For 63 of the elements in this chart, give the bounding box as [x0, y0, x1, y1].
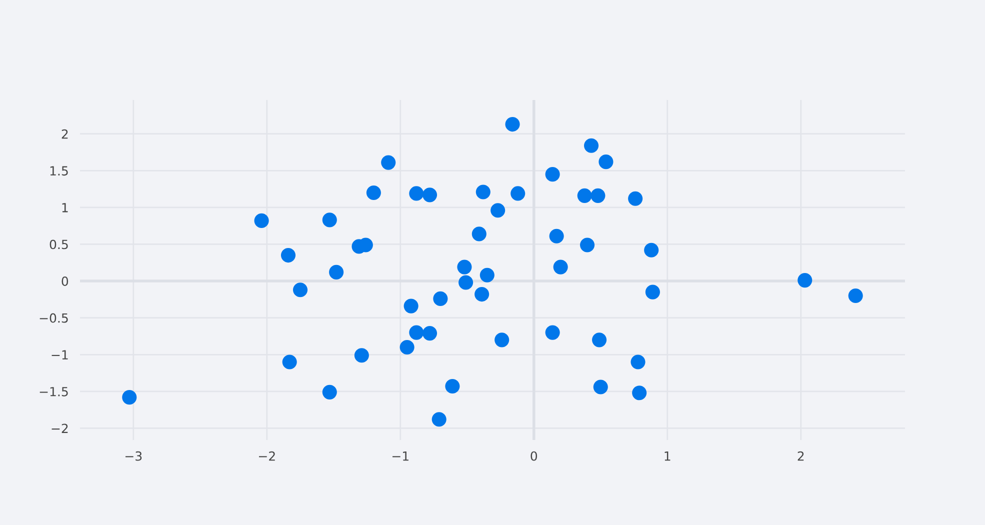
point: [366, 185, 381, 200]
point: [480, 268, 494, 282]
point: [432, 412, 446, 427]
point: [798, 273, 812, 288]
point: [644, 242, 659, 258]
x-tick-label: −2: [259, 451, 275, 461]
y-tick-label: 1.5: [50, 166, 68, 176]
point: [593, 380, 608, 394]
x-tick-label: 1: [664, 451, 670, 461]
point: [584, 138, 599, 153]
point: [422, 188, 438, 202]
x-tick-label: −3: [126, 451, 142, 461]
point: [422, 326, 438, 341]
y-tick-label: −2: [52, 424, 68, 433]
point: [292, 282, 308, 298]
y-tick-label: −1.5: [40, 387, 68, 396]
point: [848, 288, 863, 304]
point: [433, 291, 448, 306]
point: [549, 228, 564, 244]
y-tick-label: −0.5: [40, 313, 68, 323]
point: [590, 188, 606, 203]
point: [628, 191, 643, 206]
point: [282, 354, 297, 370]
point: [322, 384, 337, 400]
point: [329, 264, 344, 280]
y-tick-label: 1: [62, 203, 68, 212]
point: [400, 340, 414, 355]
point: [630, 354, 646, 370]
point: [505, 117, 520, 132]
x-tick-label: 0: [530, 451, 538, 461]
x-tick-label: −1: [392, 451, 408, 461]
point: [474, 287, 490, 302]
point: [577, 188, 592, 203]
point: [592, 332, 607, 348]
point: [645, 284, 660, 300]
x-tick-label: 2: [798, 451, 804, 461]
point: [476, 184, 490, 200]
point: [409, 186, 424, 201]
point: [381, 155, 396, 170]
y-tick-label: 0.5: [50, 240, 68, 250]
point: [472, 226, 486, 242]
y-tick-label: 2: [62, 129, 68, 139]
point: [490, 203, 506, 218]
point: [598, 154, 614, 170]
point: [322, 212, 337, 228]
y-tick-label: −1: [52, 350, 68, 360]
point: [122, 390, 137, 405]
point: [280, 248, 296, 263]
point: [457, 260, 472, 274]
point: [545, 167, 560, 182]
point: [510, 186, 526, 201]
point: [254, 213, 269, 228]
point: [354, 348, 369, 363]
point: [580, 238, 595, 252]
point: [409, 325, 424, 340]
point: [458, 275, 474, 290]
y-tick-label: 0: [62, 276, 68, 286]
point: [545, 325, 560, 340]
point: [404, 298, 418, 314]
point: [553, 260, 568, 274]
point: [445, 378, 460, 394]
point: [494, 332, 510, 348]
point: [632, 386, 647, 400]
